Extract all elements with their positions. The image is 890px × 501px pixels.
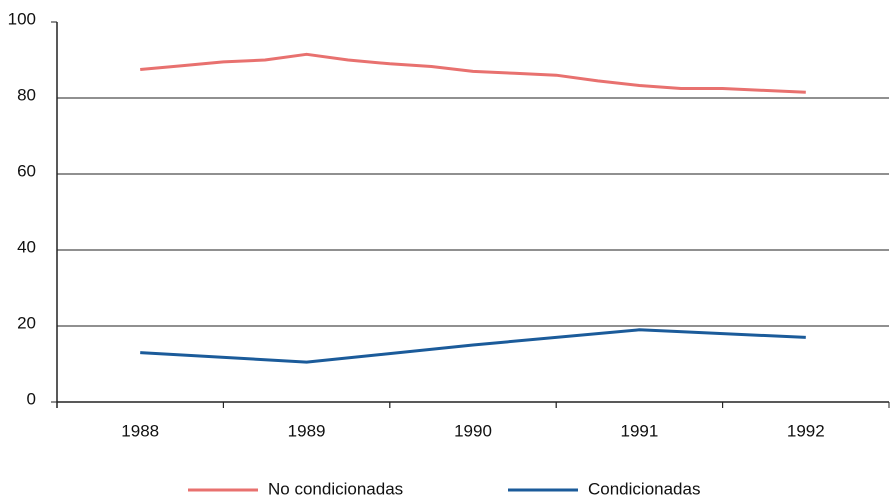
y-tick-label: 100 — [8, 9, 36, 28]
legend-label: Condicionadas — [588, 479, 700, 498]
x-tick-label: 1992 — [787, 421, 825, 440]
series-line — [140, 52, 806, 94]
y-tick-label: 80 — [17, 85, 36, 104]
series-line — [140, 328, 806, 364]
x-tick-label: 1991 — [620, 421, 658, 440]
x-tick-label: 1989 — [288, 421, 326, 440]
legend-label: No condicionadas — [268, 479, 403, 498]
y-tick-label: 60 — [17, 161, 36, 180]
x-tick-label: 1988 — [121, 421, 159, 440]
y-tick-label: 20 — [17, 313, 36, 332]
y-tick-label: 40 — [17, 237, 36, 256]
y-tick-label: 0 — [27, 389, 36, 408]
x-tick-label: 1990 — [454, 421, 492, 440]
